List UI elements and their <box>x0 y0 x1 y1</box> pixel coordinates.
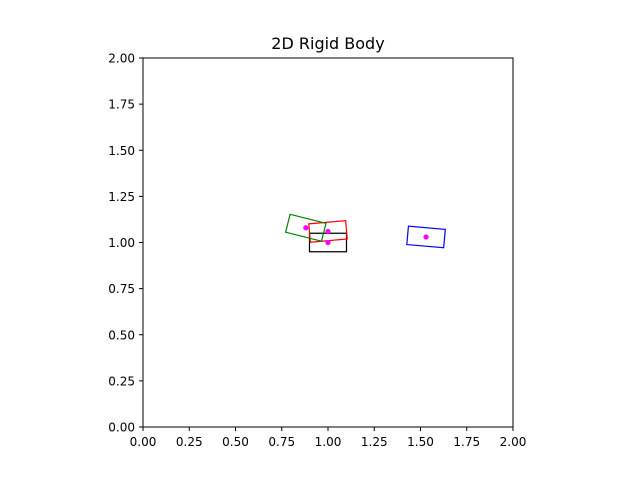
body-center-point-3 <box>423 234 429 240</box>
body-center-point-2 <box>303 225 309 231</box>
x-tick-label: 1.50 <box>407 435 434 449</box>
plot-area <box>284 213 446 253</box>
x-tick-label: 0.25 <box>176 435 203 449</box>
rigid-body-2 <box>284 213 327 242</box>
body-center-point-0 <box>325 239 331 246</box>
rigid-body-3 <box>406 225 446 249</box>
chart-title: 2D Rigid Body <box>271 34 384 53</box>
rigid-body-1 <box>308 219 348 243</box>
x-axis: 0.00 0.25 0.50 0.75 1.00 1.25 1.50 1.75 2.00 <box>130 427 527 449</box>
y-tick-label: 2.00 <box>108 52 135 66</box>
y-tick-label: 1.00 <box>108 236 135 250</box>
y-tick-label: 0.75 <box>108 282 135 296</box>
y-tick-label: 0.25 <box>108 374 135 388</box>
x-tick-label: 1.00 <box>315 435 342 449</box>
y-axis: 0.00 0.25 0.50 0.75 1.00 1.25 1.50 1.75 2.00 <box>108 52 143 435</box>
y-tick-label: 1.75 <box>108 98 135 112</box>
y-tick-label: 0.50 <box>108 328 135 342</box>
y-tick-label: 1.25 <box>108 190 135 204</box>
x-tick-label: 1.25 <box>361 435 388 449</box>
x-tick-label: 1.75 <box>453 435 480 449</box>
y-tick-label: 1.50 <box>108 144 135 158</box>
x-tick-label: 0.50 <box>222 435 249 449</box>
body-center-point-1 <box>325 228 331 235</box>
x-tick-label: 2.00 <box>500 435 527 449</box>
x-tick-label: 0.75 <box>268 435 295 449</box>
x-tick-label: 0.00 <box>130 435 157 449</box>
y-tick-label: 0.00 <box>108 421 135 435</box>
